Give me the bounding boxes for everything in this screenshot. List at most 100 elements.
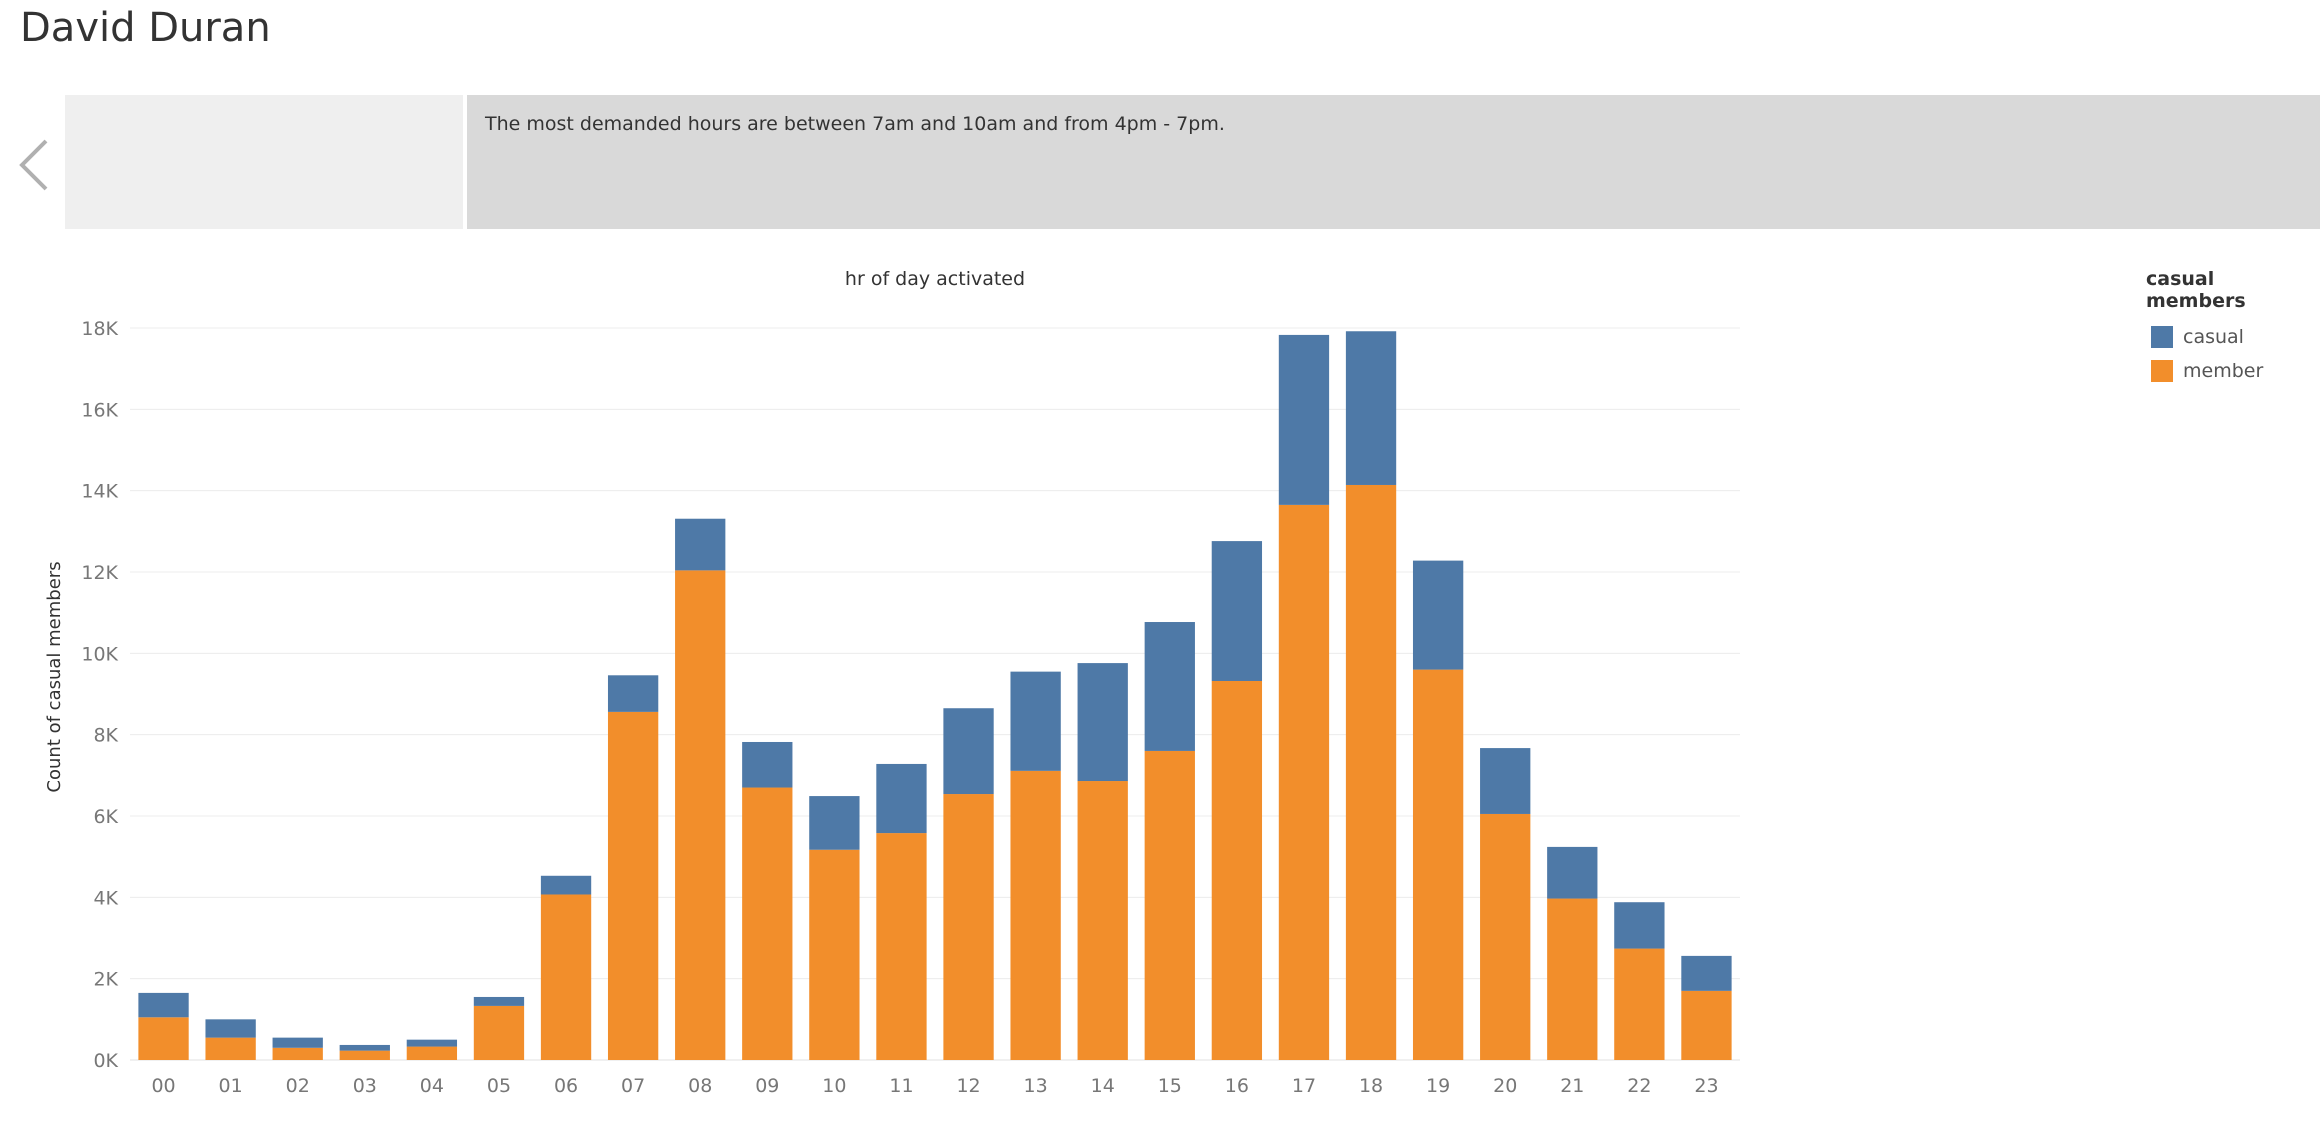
x-tick-label: 06: [554, 1075, 578, 1097]
x-tick-label: 12: [956, 1075, 980, 1097]
x-tick-label: 11: [889, 1075, 913, 1097]
bar-casual-23[interactable]: [1681, 955, 1732, 991]
x-tick-label: 10: [822, 1075, 846, 1097]
bar-casual-05[interactable]: [473, 996, 525, 1006]
y-tick-label: 12K: [81, 562, 118, 584]
bar-casual-02[interactable]: [272, 1037, 323, 1048]
bar-casual-17[interactable]: [1278, 334, 1330, 505]
bar-casual-00[interactable]: [138, 992, 189, 1018]
legend-label-casual: casual: [2183, 326, 2244, 348]
bar-member-16[interactable]: [1211, 680, 1263, 1060]
bar-casual-18[interactable]: [1345, 331, 1397, 485]
bar-member-13[interactable]: [1010, 770, 1061, 1060]
x-tick-label: 07: [621, 1075, 645, 1097]
x-tick-label: 09: [755, 1075, 779, 1097]
bar-member-07[interactable]: [607, 711, 659, 1060]
bar-casual-22[interactable]: [1614, 902, 1665, 949]
legend: casual members casual member: [2146, 268, 2316, 388]
bars: [138, 331, 1732, 1060]
bar-member-01[interactable]: [205, 1037, 256, 1060]
bar-casual-08[interactable]: [675, 518, 726, 571]
bar-casual-13[interactable]: [1010, 671, 1061, 771]
story-caption: The most demanded hours are between 7am …: [485, 113, 1225, 135]
y-tick-label: 4K: [93, 887, 118, 909]
bar-member-22[interactable]: [1614, 948, 1665, 1060]
grid-lines: [130, 327, 1740, 1061]
story-navigator: The most demanded hours are between 7am …: [0, 95, 2320, 229]
bar-member-19[interactable]: [1412, 669, 1464, 1060]
chart-title: hr of day activated: [845, 268, 1025, 290]
bar-casual-14[interactable]: [1077, 663, 1128, 782]
bar-casual-12[interactable]: [943, 708, 994, 795]
y-tick-label: 6K: [93, 806, 118, 828]
x-tick-label: 17: [1292, 1075, 1316, 1097]
bar-casual-21[interactable]: [1547, 846, 1598, 899]
bar-member-17[interactable]: [1278, 504, 1330, 1060]
x-axis-ticks: 00 01 02 03 04 05 06 07 08 09 10 11 12 13 14 15 16 17 18 19…: [151, 1075, 1718, 1097]
y-tick-label: 16K: [81, 399, 118, 421]
y-tick-label: 8K: [93, 725, 118, 747]
bar-casual-06[interactable]: [540, 875, 592, 895]
y-axis-ticks: 0K 2K 4K 6K 8K 10K 12K 14K 16K 18K: [81, 318, 118, 1072]
bar-member-12[interactable]: [943, 794, 994, 1060]
stacked-bar-chart: hr of day activated Count of casual memb…: [44, 268, 1740, 1097]
x-tick-label: 08: [688, 1075, 712, 1097]
bar-member-23[interactable]: [1681, 990, 1732, 1060]
bar-casual-20[interactable]: [1480, 748, 1531, 814]
bar-member-14[interactable]: [1077, 781, 1128, 1060]
chevron-left-icon: [19, 139, 48, 191]
y-tick-label: 0K: [93, 1050, 118, 1072]
x-tick-label: 15: [1158, 1075, 1182, 1097]
bar-member-18[interactable]: [1345, 484, 1397, 1060]
x-tick-label: 05: [487, 1075, 511, 1097]
bar-member-04[interactable]: [406, 1046, 458, 1060]
legend-swatch-casual: [2151, 326, 2173, 348]
bar-member-20[interactable]: [1480, 813, 1531, 1060]
x-tick-label: 03: [353, 1075, 377, 1097]
bar-member-15[interactable]: [1144, 750, 1195, 1060]
bar-casual-07[interactable]: [607, 675, 659, 712]
y-tick-label: 18K: [81, 318, 118, 340]
bar-casual-04[interactable]: [406, 1039, 458, 1047]
bar-member-03[interactable]: [339, 1050, 390, 1060]
y-axis-label: Count of casual members: [44, 561, 65, 792]
bar-casual-15[interactable]: [1144, 622, 1195, 751]
x-tick-label: 20: [1493, 1075, 1517, 1097]
bar-casual-09[interactable]: [742, 741, 793, 788]
x-tick-label: 21: [1560, 1075, 1584, 1097]
x-tick-label: 01: [219, 1075, 243, 1097]
bar-casual-16[interactable]: [1211, 541, 1263, 681]
bar-casual-10[interactable]: [809, 796, 860, 850]
x-tick-label: 02: [286, 1075, 310, 1097]
legend-item-member[interactable]: member: [2146, 354, 2316, 388]
x-tick-label: 19: [1426, 1075, 1450, 1097]
bar-member-11[interactable]: [876, 833, 927, 1060]
x-tick-label: 13: [1024, 1075, 1048, 1097]
x-tick-label: 23: [1694, 1075, 1718, 1097]
bar-member-00[interactable]: [138, 1017, 189, 1060]
y-tick-label: 14K: [81, 481, 118, 503]
story-point-previous[interactable]: [65, 95, 463, 229]
y-tick-label: 2K: [93, 969, 118, 991]
x-tick-label: 04: [420, 1075, 444, 1097]
bar-member-08[interactable]: [675, 570, 726, 1060]
story-point-current[interactable]: The most demanded hours are between 7am …: [467, 95, 2320, 229]
bar-member-09[interactable]: [742, 787, 793, 1060]
bar-member-05[interactable]: [473, 1005, 525, 1060]
bar-member-02[interactable]: [272, 1047, 323, 1060]
legend-swatch-member: [2151, 360, 2173, 382]
x-tick-label: 22: [1627, 1075, 1651, 1097]
x-tick-label: 18: [1359, 1075, 1383, 1097]
author-name: David Duran: [20, 5, 271, 51]
bar-casual-19[interactable]: [1412, 560, 1464, 670]
chart-container: hr of day activated Count of casual memb…: [0, 250, 1780, 1123]
bar-casual-01[interactable]: [205, 1019, 256, 1038]
bar-member-21[interactable]: [1547, 898, 1598, 1060]
bar-casual-11[interactable]: [876, 763, 927, 834]
legend-item-casual[interactable]: casual: [2146, 320, 2316, 354]
bar-member-10[interactable]: [809, 849, 860, 1060]
bar-member-06[interactable]: [540, 894, 592, 1060]
previous-story-point-button[interactable]: [14, 135, 54, 195]
bar-casual-03[interactable]: [339, 1044, 390, 1051]
